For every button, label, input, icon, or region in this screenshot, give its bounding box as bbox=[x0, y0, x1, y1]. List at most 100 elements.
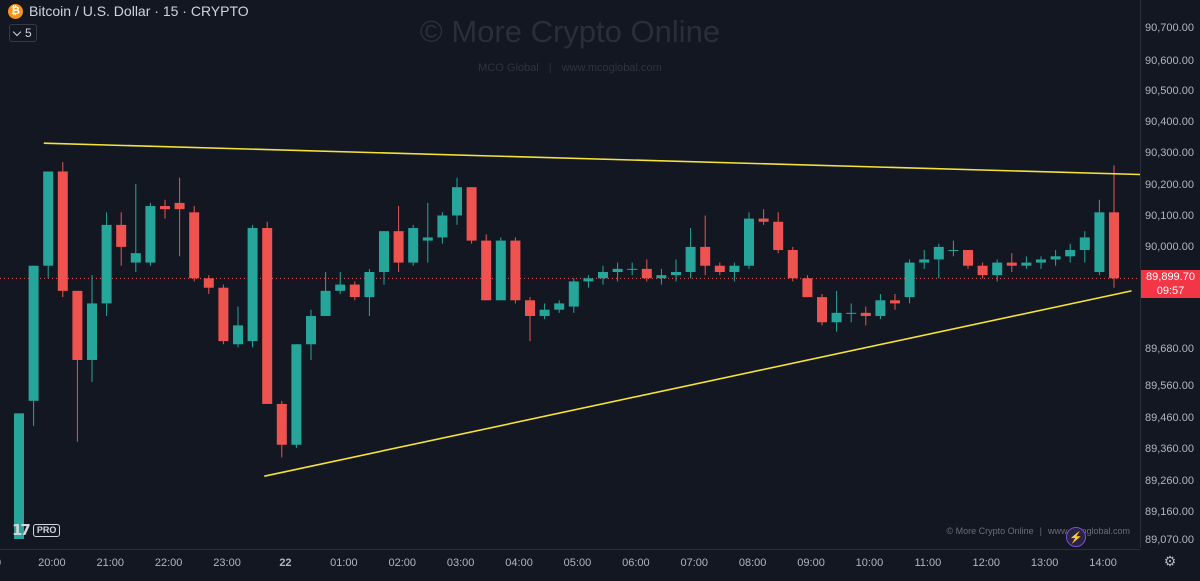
candle[interactable] bbox=[583, 275, 594, 288]
candle[interactable] bbox=[116, 212, 127, 266]
candle[interactable] bbox=[831, 290, 842, 332]
candle[interactable] bbox=[890, 293, 900, 310]
candle[interactable] bbox=[466, 187, 477, 244]
candle[interactable] bbox=[14, 413, 24, 539]
candle[interactable] bbox=[160, 199, 170, 219]
candle[interactable] bbox=[919, 250, 930, 269]
candle[interactable] bbox=[846, 303, 857, 323]
candle[interactable] bbox=[364, 268, 375, 316]
candle[interactable] bbox=[349, 281, 360, 301]
candle[interactable] bbox=[1109, 165, 1119, 288]
candle[interactable] bbox=[700, 215, 711, 276]
candle[interactable] bbox=[758, 209, 769, 225]
candle[interactable] bbox=[130, 184, 141, 273]
candle[interactable] bbox=[495, 237, 506, 301]
candle[interactable] bbox=[174, 177, 185, 257]
candle[interactable] bbox=[992, 259, 1003, 282]
candle[interactable] bbox=[393, 206, 404, 273]
candle-countdown: 09:57 bbox=[1156, 285, 1185, 297]
price-tick-label: 90,600.00 bbox=[1145, 55, 1194, 67]
candle[interactable] bbox=[1065, 243, 1076, 263]
candle[interactable] bbox=[452, 177, 462, 225]
candle[interactable] bbox=[933, 243, 944, 279]
candle[interactable] bbox=[335, 272, 346, 294]
candle[interactable] bbox=[875, 293, 886, 320]
candle[interactable] bbox=[714, 262, 725, 276]
candle[interactable] bbox=[408, 224, 419, 266]
candle[interactable] bbox=[568, 278, 579, 313]
candle[interactable] bbox=[28, 265, 39, 426]
candle[interactable] bbox=[1021, 256, 1032, 269]
candle[interactable] bbox=[612, 262, 623, 282]
time-axis[interactable]: :00 20:00 21:00 22:00 23:00 22 01:00 02:00 03:00… bbox=[0, 549, 1140, 581]
candle[interactable] bbox=[656, 268, 667, 285]
price-axis[interactable]: 90,700.00 90,600.00 90,500.00 90,400.00 90,3… bbox=[1141, 0, 1200, 548]
symbol-title[interactable]: Bitcoin / U.S. Dollar · 15 · CRYPTO bbox=[29, 3, 249, 19]
candle-body bbox=[291, 344, 302, 445]
candle[interactable] bbox=[1094, 199, 1105, 276]
candle[interactable] bbox=[262, 221, 273, 404]
candle[interactable] bbox=[1006, 253, 1017, 273]
candle[interactable] bbox=[525, 297, 535, 342]
candle[interactable] bbox=[685, 228, 696, 279]
candlestick-chart[interactable] bbox=[0, 0, 1140, 548]
candle[interactable] bbox=[422, 202, 433, 263]
gear-icon[interactable]: ⚙ bbox=[1163, 553, 1177, 569]
symbol-header[interactable]: ₿ Bitcoin / U.S. Dollar · 15 · CRYPTO bbox=[8, 3, 249, 19]
candle-body bbox=[539, 309, 550, 316]
candle[interactable] bbox=[379, 231, 389, 285]
candle[interactable] bbox=[57, 162, 68, 298]
candle[interactable] bbox=[773, 212, 784, 254]
candle[interactable] bbox=[437, 212, 448, 244]
candle[interactable] bbox=[276, 400, 287, 458]
tradingview-logo[interactable]: 17 PRO bbox=[12, 521, 61, 539]
lightning-icon[interactable]: ⚡ bbox=[1066, 527, 1086, 547]
candle-body bbox=[1109, 212, 1119, 279]
candle[interactable] bbox=[1050, 250, 1061, 266]
candle[interactable] bbox=[510, 237, 521, 304]
candle[interactable] bbox=[744, 212, 754, 269]
candle[interactable] bbox=[247, 224, 258, 348]
candle[interactable] bbox=[306, 309, 316, 360]
candle[interactable] bbox=[963, 250, 973, 269]
candle[interactable] bbox=[72, 290, 83, 442]
candle[interactable] bbox=[977, 262, 988, 279]
candle-body bbox=[656, 275, 667, 279]
candle[interactable] bbox=[904, 259, 915, 304]
candle[interactable] bbox=[539, 303, 550, 320]
candle[interactable] bbox=[233, 306, 243, 348]
candle[interactable] bbox=[598, 265, 608, 285]
time-tick-label: 02:00 bbox=[388, 557, 416, 569]
candle[interactable] bbox=[320, 272, 331, 316]
candle[interactable] bbox=[218, 284, 229, 345]
candle[interactable] bbox=[481, 234, 492, 301]
candle[interactable] bbox=[627, 262, 638, 276]
trendline-upper[interactable] bbox=[43, 142, 1140, 176]
candle[interactable] bbox=[554, 300, 565, 313]
candle[interactable] bbox=[948, 240, 959, 257]
candle[interactable] bbox=[802, 275, 813, 298]
candle[interactable] bbox=[817, 293, 827, 326]
candle[interactable] bbox=[1079, 231, 1090, 263]
candle[interactable] bbox=[101, 212, 112, 316]
candle[interactable] bbox=[43, 171, 54, 279]
candle[interactable] bbox=[729, 262, 740, 282]
candle[interactable] bbox=[203, 275, 214, 294]
candle-body bbox=[510, 240, 521, 301]
indicators-toggle-button[interactable]: 5 bbox=[9, 24, 37, 42]
candle[interactable] bbox=[87, 275, 97, 382]
candle-body bbox=[919, 259, 930, 263]
candle[interactable] bbox=[860, 306, 871, 326]
candle[interactable] bbox=[641, 259, 652, 282]
bitcoin-icon: ₿ bbox=[8, 3, 23, 19]
trendline-lower[interactable] bbox=[264, 290, 1132, 477]
candle[interactable] bbox=[1036, 256, 1046, 269]
chevron-down-icon bbox=[12, 27, 22, 36]
candle[interactable] bbox=[145, 202, 156, 266]
chart-area[interactable]: © More Crypto Online MCO Global | www.mcog… bbox=[0, 0, 1141, 548]
candle[interactable] bbox=[671, 259, 681, 282]
candle[interactable] bbox=[291, 344, 302, 448]
candle[interactable] bbox=[787, 246, 798, 282]
price-tick-label: 90,700.00 bbox=[1145, 22, 1194, 34]
candle[interactable] bbox=[189, 206, 200, 282]
